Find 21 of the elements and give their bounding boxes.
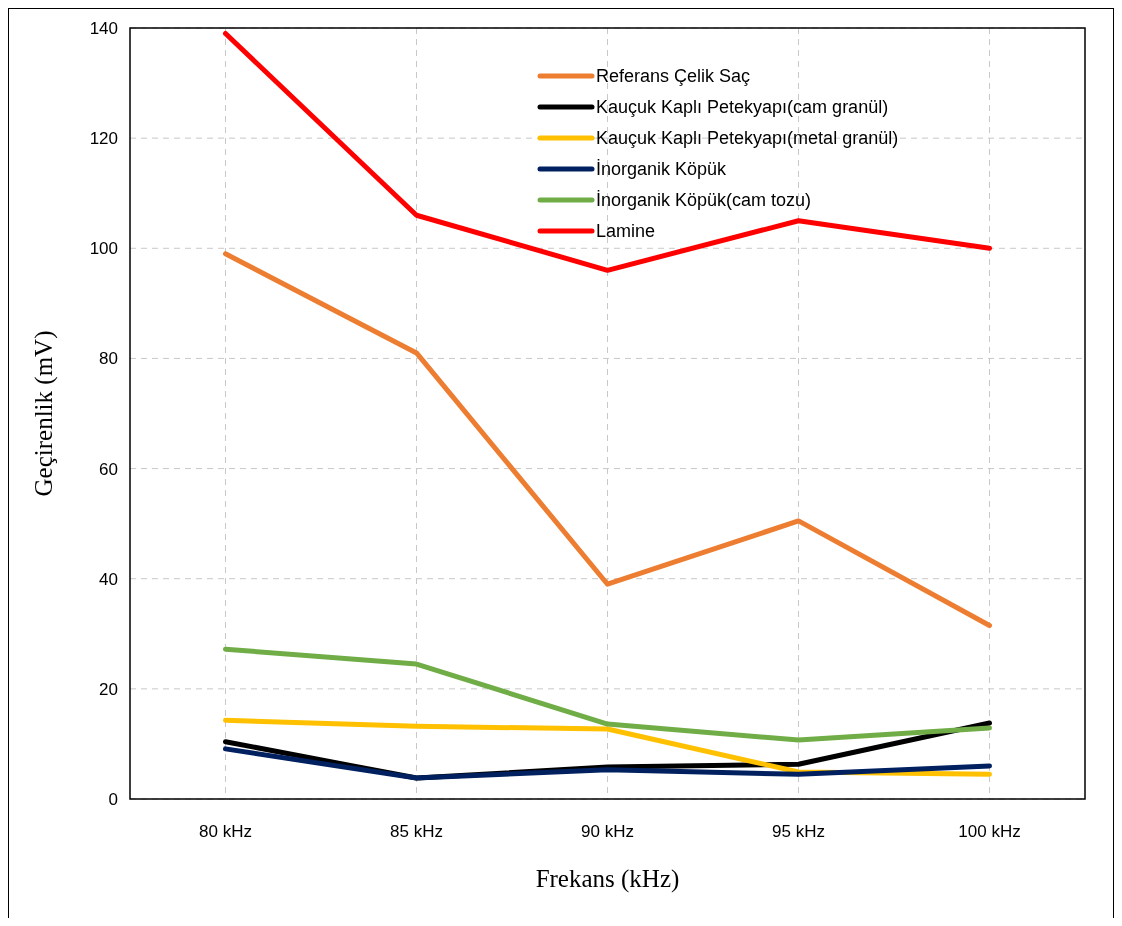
legend-label: İnorganik Köpük(cam tozu) [596, 190, 812, 211]
y-tick-label: 0 [108, 789, 118, 809]
y-tick-label: 120 [89, 129, 118, 149]
x-tick-label: 85 kHz [390, 822, 443, 841]
legend-label: İnorganik Köpük [596, 159, 728, 180]
legend-label: Lamine [596, 221, 656, 242]
x-tick-label: 90 kHz [581, 822, 634, 841]
legend-label: Kauçuk Kaplı Petekyapı(cam granül) [596, 97, 889, 118]
legend-label: Referans Çelik Saç [596, 66, 751, 87]
y-tick-label: 80 [99, 349, 118, 369]
x-tick-label: 80 kHz [199, 822, 252, 841]
x-tick-label: 100 kHz [958, 822, 1021, 841]
y-tick-label: 100 [89, 239, 118, 259]
y-tick-label: 20 [99, 679, 118, 699]
legend-label: Kauçuk Kaplı Petekyapı(metal granül) [596, 128, 899, 149]
x-axis-title: Frekans (kHz) [535, 865, 680, 893]
y-tick-label: 140 [89, 18, 118, 38]
y-axis-title: Geçirenlik (mV) [30, 330, 58, 497]
x-tick-label: 95 kHz [772, 822, 825, 841]
y-tick-label: 60 [99, 459, 118, 479]
y-tick-label: 40 [99, 569, 118, 589]
